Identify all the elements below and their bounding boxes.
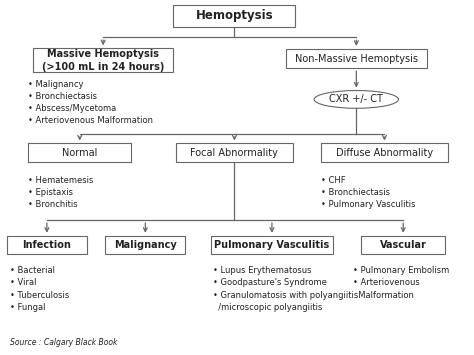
- FancyBboxPatch shape: [173, 5, 295, 27]
- Text: Massive Hemoptysis
(>100 mL in 24 hours): Massive Hemoptysis (>100 mL in 24 hours): [42, 49, 164, 72]
- Text: Non-Massive Hemoptysis: Non-Massive Hemoptysis: [295, 54, 418, 64]
- Text: • Pulmonary Embolism
• Arteriovenous
  Malformation: • Pulmonary Embolism • Arteriovenous Mal…: [353, 266, 449, 300]
- Text: Normal: Normal: [62, 148, 97, 158]
- FancyBboxPatch shape: [176, 143, 293, 162]
- Text: Infection: Infection: [22, 240, 71, 250]
- Text: Focal Abnormality: Focal Abnormality: [191, 148, 278, 158]
- Text: Malignancy: Malignancy: [114, 240, 177, 250]
- FancyBboxPatch shape: [106, 236, 185, 254]
- Text: Hemoptysis: Hemoptysis: [196, 10, 273, 22]
- FancyBboxPatch shape: [33, 48, 173, 72]
- Text: • Bacterial
• Viral
• Tuberculosis
• Fungal: • Bacterial • Viral • Tuberculosis • Fun…: [10, 266, 70, 312]
- Text: Source : Calgary Black Book: Source : Calgary Black Book: [10, 338, 118, 347]
- FancyBboxPatch shape: [28, 143, 131, 162]
- FancyBboxPatch shape: [286, 49, 427, 68]
- Text: • Lupus Erythematosus
• Goodpasture's Syndrome
• Granulomatosis with polyangiiti: • Lupus Erythematosus • Goodpasture's Sy…: [213, 266, 358, 312]
- Text: • Malignancy
• Bronchiectasis
• Abscess/Mycetoma
• Arteriovenous Malformation: • Malignancy • Bronchiectasis • Abscess/…: [28, 80, 153, 125]
- FancyBboxPatch shape: [361, 236, 446, 254]
- Text: Vascular: Vascular: [380, 240, 427, 250]
- FancyBboxPatch shape: [211, 236, 333, 254]
- Text: • Hematemesis
• Epistaxis
• Bronchitis: • Hematemesis • Epistaxis • Bronchitis: [28, 176, 93, 209]
- Text: CXR +/- CT: CXR +/- CT: [329, 94, 383, 104]
- Ellipse shape: [314, 91, 399, 108]
- FancyBboxPatch shape: [321, 143, 448, 162]
- Text: • CHF
• Bronchiectasis
• Pulmonary Vasculitis: • CHF • Bronchiectasis • Pulmonary Vascu…: [321, 176, 416, 209]
- Text: Diffuse Abnormality: Diffuse Abnormality: [336, 148, 433, 158]
- FancyBboxPatch shape: [7, 236, 87, 254]
- Text: Pulmonary Vasculitis: Pulmonary Vasculitis: [214, 240, 329, 250]
